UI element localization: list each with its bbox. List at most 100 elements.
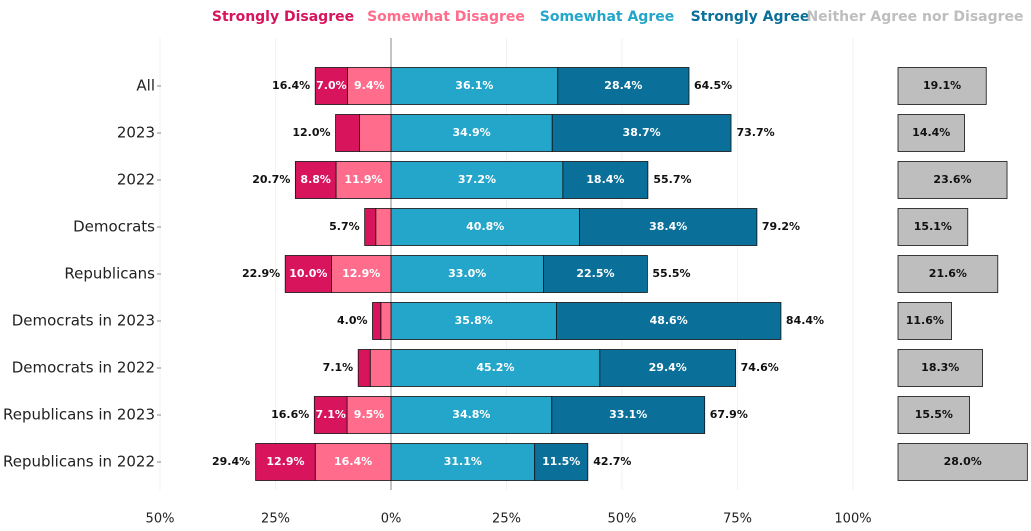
- segment-label: 40.8%: [466, 220, 504, 233]
- bar-segment: [551, 114, 732, 152]
- segment-label: 16.4%: [334, 455, 372, 468]
- segment-label: 37.2%: [458, 173, 496, 186]
- bar-segment: [534, 443, 589, 481]
- bar-segment: [579, 208, 758, 246]
- neither-label: 11.6%: [906, 314, 944, 327]
- bar-segment: [284, 255, 332, 293]
- agree-total: 79.2%: [762, 220, 800, 233]
- segment-label: 45.2%: [476, 361, 514, 374]
- bar-segment: [364, 208, 377, 246]
- x-tick-label: 50%: [146, 512, 175, 527]
- legend-entry: Somewhat Agree: [540, 9, 674, 25]
- neither-label: 15.1%: [914, 220, 952, 233]
- category-label: Republicans in 2023: [3, 406, 155, 424]
- bar-segment: [294, 161, 337, 199]
- bar-segment: [335, 161, 392, 199]
- segment-label: 34.8%: [452, 408, 490, 421]
- bar-segment: [372, 302, 382, 340]
- segment-label: 28.4%: [604, 79, 642, 92]
- neither-bar: [897, 396, 971, 434]
- agree-total: 55.7%: [653, 173, 691, 186]
- segment-label: 9.5%: [354, 408, 385, 421]
- agree-total: 73.7%: [736, 126, 774, 139]
- segment-label: 34.9%: [453, 126, 491, 139]
- bar-segment: [390, 443, 536, 481]
- x-tick-label: 0%: [381, 512, 402, 527]
- segment-label: 35.8%: [455, 314, 493, 327]
- agree-total: 55.5%: [652, 267, 690, 280]
- neither-bar: [897, 114, 965, 152]
- bar-segment: [557, 67, 690, 105]
- bar-segment: [359, 114, 392, 152]
- segment-label: 12.9%: [342, 267, 380, 280]
- segment-label: 11.9%: [344, 173, 382, 186]
- bar-segment: [390, 161, 564, 199]
- category-label: Democrats: [73, 218, 155, 236]
- bar-segment: [390, 302, 557, 340]
- neither-bar: [897, 349, 983, 387]
- bar-segment: [562, 161, 649, 199]
- agree-total: 64.5%: [694, 79, 732, 92]
- agree-total: 42.7%: [593, 455, 631, 468]
- legend-entry: Strongly Disagree: [212, 9, 354, 25]
- segment-label: 48.6%: [650, 314, 688, 327]
- bar-segment: [347, 67, 392, 105]
- segment-label: 11.5%: [542, 455, 580, 468]
- segment-label: 7.0%: [316, 79, 347, 92]
- disagree-total: 16.6%: [271, 408, 309, 421]
- bar-segment: [369, 349, 392, 387]
- neither-bar: [897, 255, 999, 293]
- segment-label: 38.7%: [623, 126, 661, 139]
- disagree-total: 4.0%: [337, 314, 368, 327]
- legend-entry: Strongly Agree: [691, 9, 810, 25]
- segment-label: 8.8%: [300, 173, 331, 186]
- neither-label: 19.1%: [923, 79, 961, 92]
- neither-bar: [897, 443, 1028, 481]
- agree-total: 67.9%: [710, 408, 748, 421]
- agree-total: 84.4%: [786, 314, 824, 327]
- neither-label: 18.3%: [921, 361, 959, 374]
- segment-label: 18.4%: [586, 173, 624, 186]
- segment-label: 33.0%: [448, 267, 486, 280]
- bar-segment: [314, 443, 392, 481]
- bar-segment: [346, 396, 392, 434]
- category-label: Democrats in 2023: [12, 312, 155, 330]
- segment-label: 38.4%: [649, 220, 687, 233]
- x-tick-label: 25%: [492, 512, 521, 527]
- disagree-total: 16.4%: [272, 79, 310, 92]
- disagree-total: 22.9%: [242, 267, 280, 280]
- disagree-total: 12.0%: [292, 126, 330, 139]
- agree-total: 74.6%: [741, 361, 779, 374]
- segment-label: 9.4%: [354, 79, 385, 92]
- bar-segment: [255, 443, 316, 481]
- bar-segment: [599, 349, 737, 387]
- segment-label: 36.1%: [455, 79, 493, 92]
- legend-entry: Neither Agree nor Disagree: [806, 9, 1023, 25]
- segment-label: 31.1%: [444, 455, 482, 468]
- segment-label: 29.4%: [649, 361, 687, 374]
- bar-segment: [390, 396, 553, 434]
- neither-bar: [897, 208, 969, 246]
- bar-segment: [390, 255, 544, 293]
- neither-label: 21.6%: [929, 267, 967, 280]
- neither-bar: [897, 67, 987, 105]
- bar-segment: [390, 208, 580, 246]
- bar-segment: [390, 114, 553, 152]
- category-label: Republicans: [64, 265, 155, 283]
- category-label: Democrats in 2022: [12, 359, 155, 377]
- bar-segment: [331, 255, 392, 293]
- x-tick-label: 25%: [261, 512, 290, 527]
- bar-segment: [555, 302, 782, 340]
- segment-label: 10.0%: [289, 267, 327, 280]
- x-tick-label: 100%: [834, 512, 871, 527]
- bar-segment: [543, 255, 648, 293]
- x-tick-label: 75%: [723, 512, 752, 527]
- category-label: Republicans in 2022: [3, 453, 155, 471]
- disagree-total: 20.7%: [252, 173, 290, 186]
- bar-segment: [380, 302, 392, 340]
- bar-segment: [390, 349, 601, 387]
- x-tick-label: 50%: [608, 512, 637, 527]
- neither-bar: [897, 161, 1008, 199]
- segment-label: 33.1%: [609, 408, 647, 421]
